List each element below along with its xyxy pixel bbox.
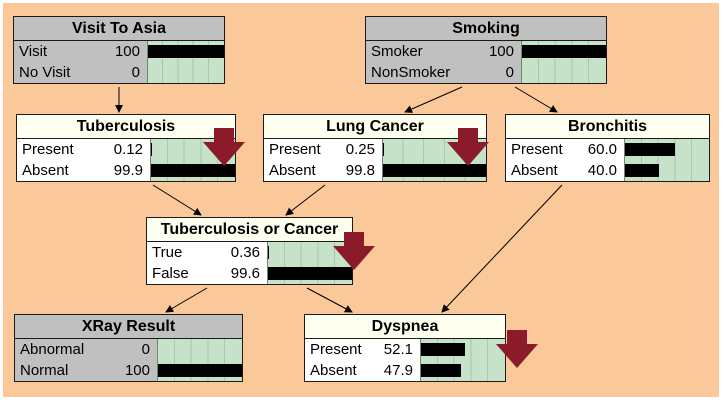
state-value: 40.0: [587, 162, 617, 179]
node-title: Tuberculosis: [17, 115, 235, 139]
belief-bar-track: [624, 160, 709, 181]
state-row[interactable]: Present 60.0: [506, 139, 709, 160]
state-row[interactable]: No Visit 0: [14, 62, 224, 83]
node-title: Dyspnea: [305, 315, 505, 339]
state-label: Absent: [269, 162, 316, 179]
node-title: XRay Result: [15, 315, 242, 339]
belief-bar-track: [267, 242, 352, 263]
edge-smoking-to-bronchitis: [514, 86, 558, 113]
state-row[interactable]: Absent 99.8: [264, 160, 486, 181]
belief-bar-track: [147, 62, 224, 83]
edge-bronchitis-to-dyspnea: [441, 184, 563, 313]
state-row[interactable]: Normal 100: [15, 360, 242, 381]
belief-bar: [158, 364, 242, 377]
edge-tuberculosis-or-cancer-to-dyspnea: [306, 287, 353, 313]
state-label: Absent: [310, 362, 357, 379]
state-label: Present: [22, 141, 74, 158]
state-value: 0: [141, 341, 150, 358]
belief-bar-track: [521, 41, 606, 62]
down-arrow-icon: [333, 232, 375, 270]
state-label: Abnormal: [20, 341, 85, 358]
belief-bar: [148, 45, 224, 58]
belief-bar-track: [157, 360, 242, 381]
state-row[interactable]: Visit 100: [14, 41, 224, 62]
node-visit-to-asia[interactable]: Visit To Asia Visit 100 No Visit 0: [13, 16, 225, 84]
belief-bar-track: [420, 360, 505, 381]
down-arrow-icon: [447, 128, 489, 166]
state-label: Absent: [511, 162, 558, 179]
state-value: 99.9: [113, 162, 143, 179]
belief-bar-track: [157, 339, 242, 360]
edge-smoking-to-lung-cancer: [404, 86, 463, 113]
down-arrow-icon: [203, 128, 245, 166]
edge-tuberculosis-or-cancer-to-xray-result: [165, 287, 208, 313]
state-row[interactable]: Present 52.1: [305, 339, 505, 360]
state-label: Visit: [19, 43, 48, 60]
state-row[interactable]: False 99.6: [147, 263, 352, 284]
down-arrow-icon: [496, 330, 538, 368]
state-label: Present: [310, 341, 362, 358]
state-label: Present: [269, 141, 321, 158]
node-title: Lung Cancer: [264, 115, 486, 139]
state-value: 0: [505, 64, 514, 81]
node-xray-result[interactable]: XRay Result Abnormal 0 Normal 100: [14, 314, 243, 382]
state-label: Normal: [20, 362, 69, 379]
belief-bar: [268, 267, 352, 280]
belief-bar: [421, 364, 462, 377]
state-value: 100: [488, 43, 514, 60]
state-value: 52.1: [383, 341, 413, 358]
state-row[interactable]: Absent 47.9: [305, 360, 505, 381]
belief-bar-track: [521, 62, 606, 83]
node-dyspnea[interactable]: Dyspnea Present 52.1 Absent 47.9: [304, 314, 506, 382]
belief-bar: [151, 164, 235, 177]
belief-bar-track: [420, 339, 505, 360]
state-value: 0.36: [230, 244, 260, 261]
node-tuberculosis-or-cancer[interactable]: Tuberculosis or Cancer True 0.36 False 99.6: [146, 217, 353, 285]
belief-bar-track: [624, 139, 709, 160]
state-row[interactable]: Abnormal 0: [15, 339, 242, 360]
belief-bar-track: [150, 160, 235, 181]
state-value: 47.9: [383, 362, 413, 379]
edge-tuberculosis-to-tuberculosis-or-cancer: [152, 184, 202, 216]
state-value: 100: [124, 362, 150, 379]
state-value: 60.0: [587, 141, 617, 158]
state-value: 99.6: [230, 265, 260, 282]
state-label: Smoker: [371, 43, 423, 60]
node-title: Smoking: [366, 17, 606, 41]
state-value: 0.12: [113, 141, 143, 158]
belief-bar: [383, 164, 486, 177]
state-label: False: [152, 265, 189, 282]
state-value: 0: [131, 64, 140, 81]
state-label: NonSmoker: [371, 64, 451, 81]
state-row[interactable]: NonSmoker 0: [366, 62, 606, 83]
state-row[interactable]: Absent 40.0: [506, 160, 709, 181]
state-value: 100: [114, 43, 140, 60]
state-label: True: [152, 244, 183, 261]
belief-bar: [421, 343, 465, 356]
belief-bar: [625, 143, 676, 156]
node-smoking[interactable]: Smoking Smoker 100 NonSmoker 0: [365, 16, 607, 84]
belief-bar: [625, 164, 659, 177]
state-row[interactable]: True 0.36: [147, 242, 352, 263]
belief-bar-track: [382, 160, 486, 181]
edge-lung-cancer-to-tuberculosis-or-cancer: [285, 184, 326, 216]
belief-bar: [522, 45, 606, 58]
state-label: No Visit: [19, 64, 71, 81]
state-label: Absent: [22, 162, 69, 179]
state-value: 0.25: [345, 141, 375, 158]
state-row[interactable]: Absent 99.9: [17, 160, 235, 181]
node-title: Visit To Asia: [14, 17, 224, 41]
node-bronchitis[interactable]: Bronchitis Present 60.0 Absent 40.0: [505, 114, 710, 182]
node-title: Bronchitis: [506, 115, 709, 139]
state-value: 99.8: [345, 162, 375, 179]
state-label: Present: [511, 141, 563, 158]
state-row[interactable]: Smoker 100: [366, 41, 606, 62]
belief-bar-track: [147, 41, 224, 62]
node-title: Tuberculosis or Cancer: [147, 218, 352, 242]
belief-bar-track: [267, 263, 352, 284]
